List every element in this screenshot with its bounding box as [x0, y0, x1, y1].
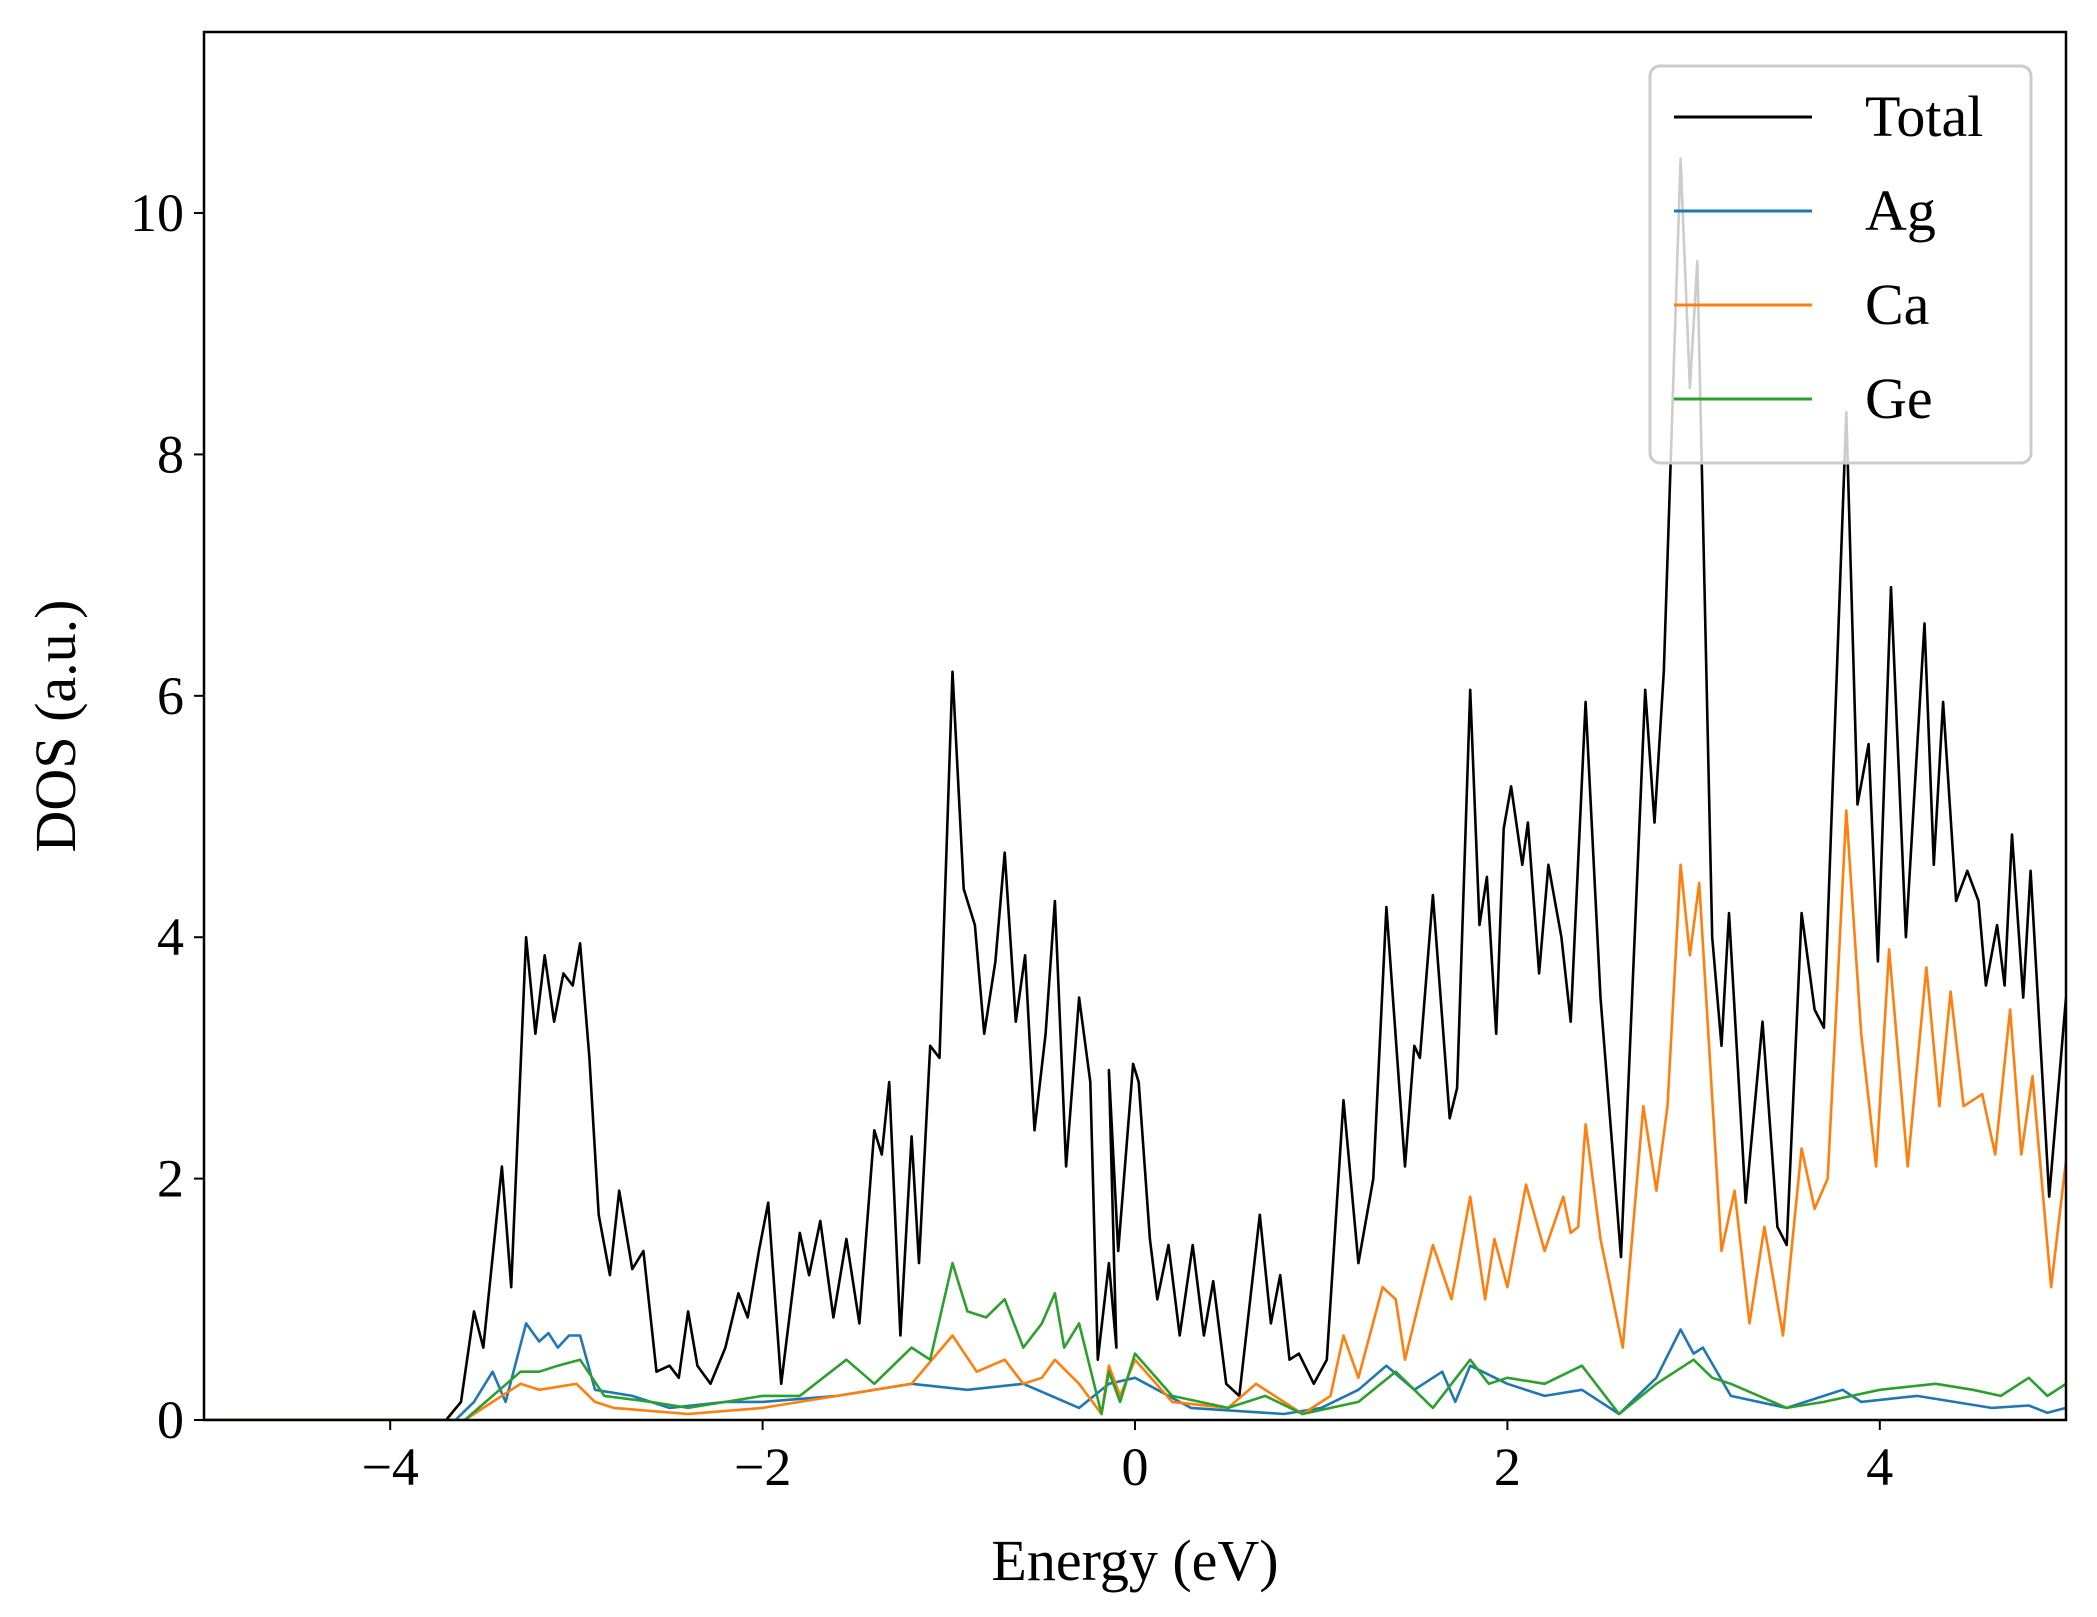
axes-frame	[202, 30, 2068, 1422]
x-axis-label: Energy (eV)	[991, 1528, 1278, 1593]
axis-ticks: −4 −2 0 2 4 0 2 4 6 8 10	[130, 183, 1893, 1497]
legend-label: Total	[1865, 84, 1983, 149]
plot-area	[204, 157, 2066, 1420]
y-tick-label: 0	[157, 1390, 184, 1450]
legend-label: Ge	[1865, 366, 1933, 431]
series-line-total	[204, 157, 2066, 1420]
legend-item-total: Total	[1674, 84, 1983, 149]
legend-label: Ca	[1865, 272, 1929, 337]
x-tick-label: 0	[1122, 1437, 1149, 1497]
x-tick-label: −2	[734, 1437, 791, 1497]
y-axis-label: DOS (a.u.)	[23, 600, 88, 853]
legend-item-ca: Ca	[1674, 272, 1929, 337]
x-tick-label: −4	[361, 1437, 418, 1497]
series-line-ge	[204, 1261, 2066, 1420]
legend-frame	[1648, 64, 2033, 465]
legend-item-ge: Ge	[1674, 366, 1933, 431]
legend-label: Ag	[1865, 178, 1936, 243]
y-tick-label: 6	[157, 666, 184, 726]
series-line-ca	[204, 809, 2066, 1420]
y-tick-label: 8	[157, 424, 184, 484]
y-tick-label: 4	[157, 907, 184, 967]
legend: Total Ag Ca Ge	[1648, 64, 2033, 465]
x-tick-label: 4	[1866, 1437, 1893, 1497]
x-tick-label: 2	[1494, 1437, 1521, 1497]
y-tick-label: 10	[130, 183, 184, 243]
series-line-ag	[204, 1322, 2066, 1420]
y-tick-label: 2	[157, 1149, 184, 1209]
legend-item-ag: Ag	[1674, 178, 1936, 243]
